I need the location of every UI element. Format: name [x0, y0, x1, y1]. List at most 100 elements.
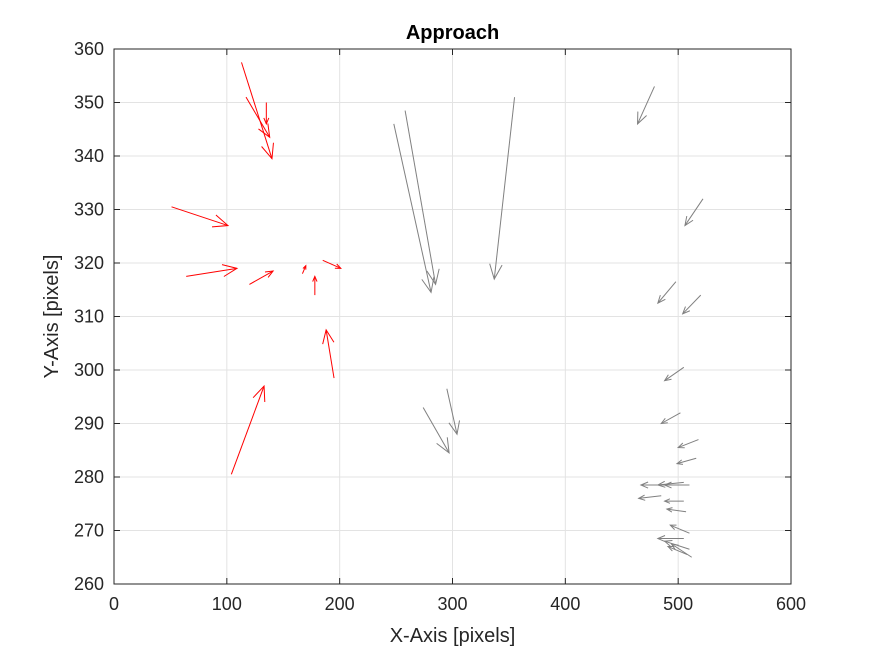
arrow-shaft — [301, 265, 307, 274]
arrow-head — [676, 442, 685, 449]
arrow-shaft — [637, 86, 655, 125]
vector-field — [171, 62, 704, 558]
arrow-head — [221, 264, 239, 277]
arrow-shaft — [325, 329, 335, 379]
vector-arrow — [669, 524, 690, 534]
arrow-shaft — [171, 206, 229, 227]
arrow-shaft — [664, 366, 685, 382]
vector-arrow — [637, 86, 655, 126]
x-tick-label: 200 — [325, 594, 355, 614]
vector-arrow — [637, 494, 662, 501]
y-tick-label: 330 — [74, 200, 104, 220]
arrow-shaft — [241, 62, 273, 159]
vector-arrow — [663, 481, 690, 489]
arrow-head — [322, 328, 335, 345]
arrow-head — [258, 123, 271, 139]
arrow-head — [670, 543, 679, 551]
y-tick-label: 280 — [74, 467, 104, 487]
arrow-shaft — [638, 495, 662, 499]
arrow-head — [334, 263, 342, 269]
arrow-head — [663, 481, 672, 489]
axis-ticks: 0 100 200 300 400 500 600 260 270 280 290 300 310 320… — [74, 39, 806, 614]
vector-arrow — [660, 412, 681, 425]
arrow-head — [665, 507, 673, 513]
x-tick-label: 0 — [109, 594, 119, 614]
vector-arrow — [681, 294, 702, 315]
vector-arrow — [675, 457, 697, 465]
y-tick-label: 350 — [74, 93, 104, 113]
x-tick-label: 300 — [437, 594, 467, 614]
vector-arrow — [489, 97, 516, 281]
arrow-head — [252, 384, 266, 403]
arrow-head — [426, 268, 440, 286]
arrow-head — [681, 306, 691, 315]
arrow-head — [421, 276, 435, 294]
arrow-head — [660, 417, 668, 425]
arrow-shaft — [249, 270, 274, 285]
vector-arrow — [676, 439, 699, 449]
arrow-head — [263, 117, 270, 126]
grid-lines — [113, 48, 792, 585]
arrow-shaft — [667, 546, 688, 556]
y-tick-label: 340 — [74, 146, 104, 166]
vector-arrow — [241, 62, 274, 160]
arrow-shaft — [684, 198, 704, 226]
arrow-head — [264, 270, 275, 278]
vector-arrow — [684, 198, 704, 227]
x-tick-label: 400 — [550, 594, 580, 614]
arrow-head — [637, 111, 647, 126]
arrow-shaft — [322, 259, 341, 269]
arrow-head — [675, 459, 684, 465]
x-axis-label: X-Axis [pixels] — [390, 625, 516, 647]
arrow-head — [657, 294, 666, 305]
vector-arrow — [657, 281, 677, 305]
vector-arrow — [663, 366, 685, 382]
arrow-head — [637, 494, 646, 501]
arrow-shaft — [676, 457, 697, 465]
arrow-shaft — [671, 543, 692, 558]
vector-arrow — [670, 543, 692, 558]
arrow-shaft — [393, 123, 432, 293]
arrow-shaft — [666, 508, 687, 513]
arrow-head — [663, 540, 673, 547]
x-tick-label: 600 — [776, 594, 806, 614]
chart-title: Approach — [406, 22, 499, 44]
arrow-shaft — [682, 294, 702, 315]
y-tick-label: 290 — [74, 414, 104, 434]
vector-arrow — [263, 102, 270, 126]
arrow-shaft — [660, 412, 681, 424]
arrow-head — [211, 214, 230, 228]
vector-arrow — [249, 270, 275, 285]
arrow-shaft — [493, 97, 516, 280]
vector-arrow — [656, 535, 684, 543]
y-tick-label: 320 — [74, 253, 104, 273]
y-tick-label: 360 — [74, 39, 104, 59]
y-tick-label: 300 — [74, 360, 104, 380]
arrow-head — [489, 263, 503, 281]
arrow-head — [684, 215, 694, 227]
vector-arrow — [322, 328, 335, 379]
vector-arrow — [665, 507, 687, 513]
y-tick-label: 310 — [74, 307, 104, 327]
arrow-shaft — [404, 110, 437, 285]
arrow-head — [312, 275, 318, 282]
vector-arrow — [312, 275, 318, 296]
arrow-shaft — [657, 281, 677, 304]
vector-arrow — [230, 384, 266, 475]
arrow-shaft — [245, 96, 271, 138]
vector-arrow — [404, 110, 440, 286]
vector-arrow — [322, 259, 342, 269]
vector-arrow — [186, 264, 239, 277]
arrow-head — [663, 374, 672, 382]
vector-arrow — [245, 96, 271, 139]
y-tick-label: 270 — [74, 521, 104, 541]
vector-arrow — [663, 498, 684, 504]
arrow-shaft — [677, 439, 699, 449]
vector-arrow — [639, 481, 667, 489]
arrow-head — [436, 437, 450, 455]
arrow-shaft — [230, 385, 265, 475]
arrow-shaft — [422, 407, 450, 454]
arrow-shaft — [670, 524, 690, 534]
arrow-head — [302, 264, 307, 270]
